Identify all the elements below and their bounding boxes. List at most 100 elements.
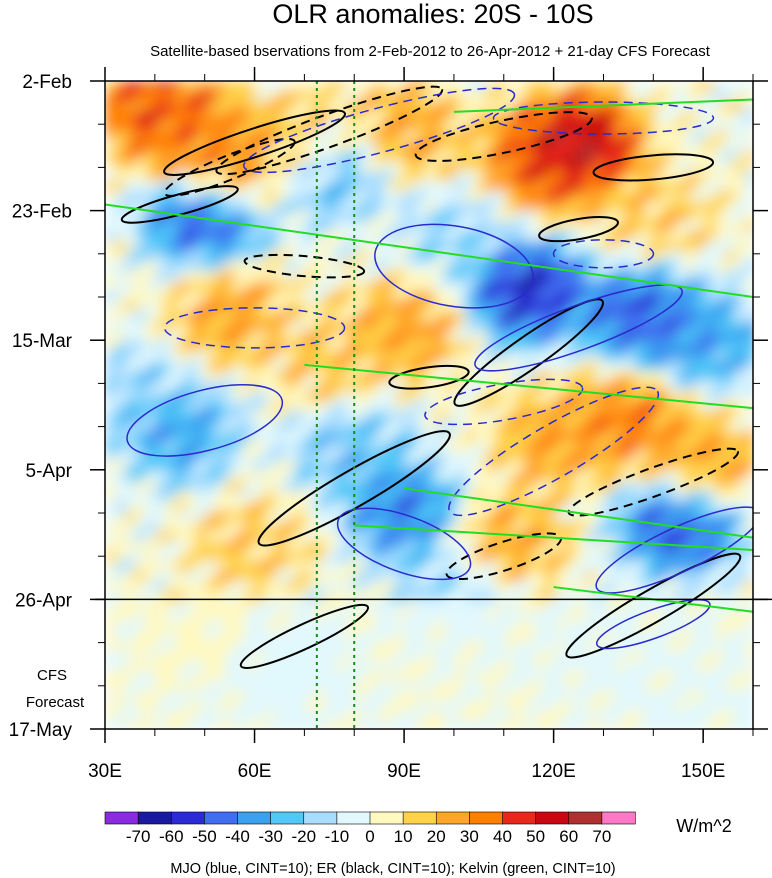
anomaly-cell: [685, 441, 696, 452]
anomaly-cell: [335, 331, 346, 342]
anomaly-cell: [135, 611, 146, 622]
anomaly-cell: [425, 141, 436, 152]
anomaly-cell: [705, 81, 716, 92]
anomaly-cell: [315, 631, 326, 642]
anomaly-cell: [495, 201, 506, 212]
anomaly-cell: [655, 91, 666, 102]
anomaly-cell: [435, 501, 446, 512]
anomaly-cell: [425, 241, 436, 252]
anomaly-cell: [705, 531, 716, 542]
anomaly-cell: [645, 371, 656, 382]
anomaly-cell: [625, 411, 636, 422]
anomaly-cell: [405, 521, 416, 532]
anomaly-cell: [675, 431, 686, 442]
anomaly-cell: [595, 651, 606, 662]
anomaly-cell: [445, 141, 456, 152]
anomaly-cell: [425, 121, 436, 132]
anomaly-cell: [415, 111, 426, 122]
colorbar-box: [104, 811, 139, 825]
anomaly-cell: [475, 591, 486, 602]
anomaly-cell: [195, 231, 206, 242]
anomaly-cell: [215, 591, 226, 602]
anomaly-cell: [265, 281, 276, 292]
anomaly-cell: [465, 261, 476, 272]
anomaly-cell: [525, 681, 536, 692]
anomaly-cell: [725, 321, 736, 332]
anomaly-cell: [415, 561, 426, 572]
anomaly-cell: [165, 361, 176, 372]
anomaly-cell: [155, 141, 166, 152]
anomaly-cell: [465, 601, 476, 612]
anomaly-cell: [235, 491, 246, 502]
anomaly-cell: [645, 341, 656, 352]
anomaly-cell: [555, 231, 566, 242]
anomaly-cell: [175, 251, 186, 262]
anomaly-cell: [105, 91, 116, 102]
anomaly-cell: [385, 281, 396, 292]
anomaly-cell: [495, 241, 506, 252]
anomaly-cell: [285, 691, 296, 702]
anomaly-cell: [715, 581, 726, 592]
anomaly-cell: [345, 571, 356, 582]
anomaly-cell: [715, 491, 726, 502]
anomaly-cell: [395, 641, 406, 652]
anomaly-cell: [675, 471, 686, 482]
anomaly-cell: [255, 671, 266, 682]
anomaly-cell: [345, 191, 356, 202]
anomaly-cell: [715, 431, 726, 442]
anomaly-cell: [705, 441, 716, 452]
anomaly-cell: [555, 531, 566, 542]
anomaly-cell: [255, 81, 266, 92]
anomaly-cell: [675, 221, 686, 232]
anomaly-cell: [545, 561, 556, 572]
anomaly-cell: [235, 631, 246, 642]
anomaly-cell: [575, 271, 586, 282]
anomaly-cell: [435, 681, 446, 692]
anomaly-cell: [255, 581, 266, 592]
anomaly-cell: [535, 721, 546, 729]
anomaly-cell: [395, 391, 406, 402]
anomaly-cell: [205, 261, 216, 272]
anomaly-cell: [435, 621, 446, 632]
anomaly-cell: [615, 651, 626, 662]
anomaly-cell: [445, 181, 456, 192]
anomaly-cell: [495, 491, 506, 502]
anomaly-cell: [255, 171, 266, 182]
anomaly-cell: [435, 431, 446, 442]
anomaly-cell: [565, 521, 576, 532]
anomaly-cell: [705, 291, 716, 302]
anomaly-cell: [135, 311, 146, 322]
anomaly-cell: [145, 421, 156, 432]
anomaly-cell: [655, 541, 666, 552]
anomaly-cell: [215, 631, 226, 642]
anomaly-cell: [585, 711, 596, 722]
anomaly-cell: [405, 341, 416, 352]
anomaly-cell: [425, 571, 436, 582]
anomaly-cell: [275, 541, 286, 552]
anomaly-cell: [365, 641, 376, 652]
anomaly-cell: [145, 691, 156, 702]
anomaly-cell: [535, 121, 546, 132]
anomaly-cell: [335, 211, 346, 222]
anomaly-cell: [595, 421, 606, 432]
anomaly-cell: [165, 641, 176, 652]
anomaly-cell: [565, 501, 576, 512]
anomaly-cell: [185, 501, 196, 512]
anomaly-cell: [555, 431, 566, 442]
anomaly-cell: [465, 211, 476, 222]
anomaly-cell: [605, 701, 616, 712]
anomaly-cell: [685, 431, 696, 442]
anomaly-cell: [655, 681, 666, 692]
anomaly-cell: [175, 371, 186, 382]
anomaly-cell: [685, 81, 696, 92]
anomaly-cell: [295, 461, 306, 472]
anomaly-cell: [235, 511, 246, 522]
anomaly-cell: [635, 711, 646, 722]
anomaly-cell: [455, 381, 466, 392]
anomaly-cell: [215, 561, 226, 572]
anomaly-cell: [515, 151, 526, 162]
anomaly-cell: [185, 151, 196, 162]
anomaly-cell: [165, 511, 176, 522]
anomaly-cell: [585, 541, 596, 552]
anomaly-cell: [345, 221, 356, 232]
